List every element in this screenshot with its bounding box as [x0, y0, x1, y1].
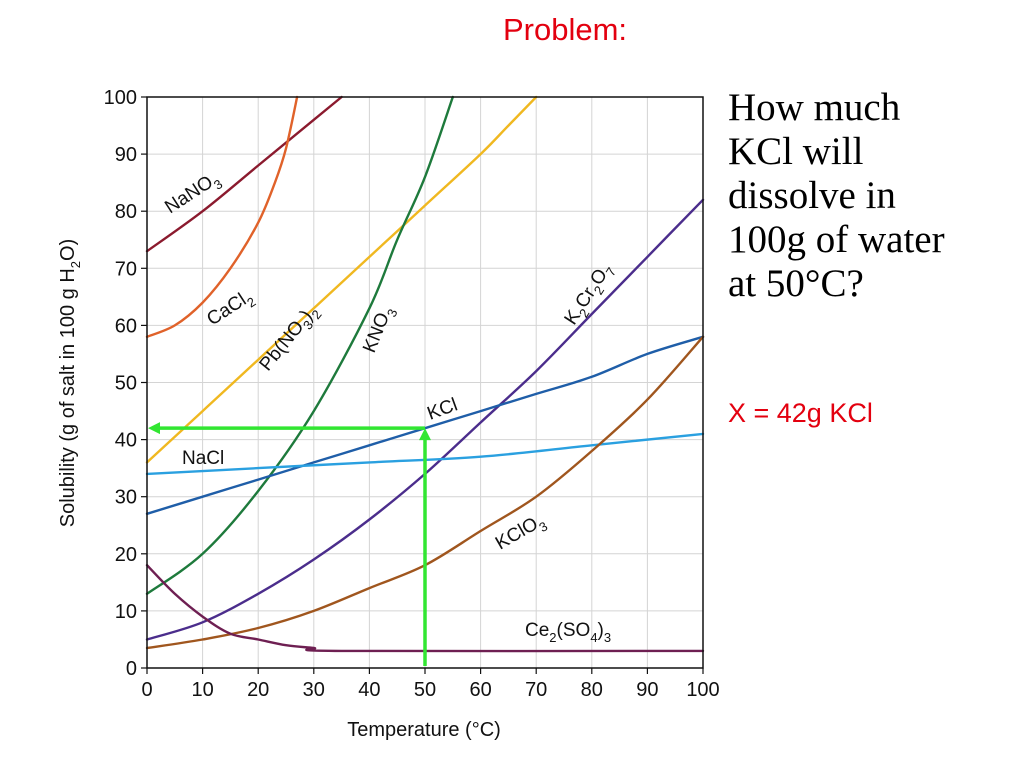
x-tick-label: 50	[414, 679, 436, 701]
guide-arrowhead-left	[148, 422, 160, 435]
y-tick-label: 80	[115, 201, 137, 223]
curve-label-kno3: KNO3	[359, 303, 400, 357]
x-tick-label: 40	[358, 679, 380, 701]
y-tick-label: 90	[115, 144, 137, 166]
curve-labels: NaNO3 CaCl2 Pb(NO3)2 KNO3 K2Cr2O7 KCl Na…	[161, 168, 619, 645]
y-tick-label: 100	[104, 87, 137, 109]
question-line: at 50°C?	[728, 262, 864, 305]
x-axis-label: Temperature (°C)	[347, 719, 501, 741]
curve-label-nano3: NaNO3	[161, 168, 225, 222]
solubility-chart: 0 10 20 30 40 50 60 70 80 90 100 0 10 20 30 40 50 60 70 80 9…	[57, 87, 720, 741]
y-tick-label: 70	[115, 258, 137, 280]
x-tick-label: 80	[581, 679, 603, 701]
question-line: 100g of water	[728, 218, 945, 261]
question-line: How much	[728, 86, 901, 129]
y-tick-label: 50	[115, 373, 137, 395]
question-line: dissolve in	[728, 174, 896, 217]
x-tick-label: 60	[469, 679, 491, 701]
x-tick-label: 30	[303, 679, 325, 701]
x-tick-label: 100	[686, 679, 719, 701]
x-tick-label: 10	[191, 679, 213, 701]
y-tick-label: 30	[115, 487, 137, 509]
tick-labels: 0 10 20 30 40 50 60 70 80 90 100 0 10 20 30 40 50 60 70 80 9…	[104, 87, 720, 701]
answer-text: X = 42g KCl	[728, 398, 873, 428]
x-tick-label: 0	[141, 679, 152, 701]
series-line-ce2so43	[145, 564, 705, 653]
x-tick-label: 70	[525, 679, 547, 701]
series-line-kclo3	[145, 335, 705, 650]
question-line: KCl will	[728, 130, 864, 173]
curve-label-ce2so43: Ce2(SO4)3	[525, 620, 611, 645]
y-tick-label: 40	[115, 430, 137, 452]
x-tick-label: 20	[247, 679, 269, 701]
slide-title: Problem:	[502, 12, 628, 47]
y-axis-label: Solubility (g of salt in 100 g H2O)	[57, 239, 83, 527]
series-line-kno3	[145, 95, 454, 595]
x-tick-label: 90	[636, 679, 658, 701]
curve-label-nacl: NaCl	[182, 448, 224, 469]
question-text: How much KCl will dissolve in 100g of wa…	[728, 86, 1018, 306]
y-tick-label: 10	[115, 601, 137, 623]
guide-lines	[148, 422, 431, 666]
y-tick-label: 20	[115, 544, 137, 566]
y-tick-label: 60	[115, 315, 137, 337]
series-line-pbno32	[145, 95, 538, 464]
series-line-nano3	[145, 95, 343, 253]
y-tick-label: 0	[126, 658, 137, 680]
guide-arrowhead-up	[419, 428, 431, 441]
curve-label-kclo3: KClO3	[492, 510, 550, 558]
series-line-cacl2	[145, 95, 299, 338]
